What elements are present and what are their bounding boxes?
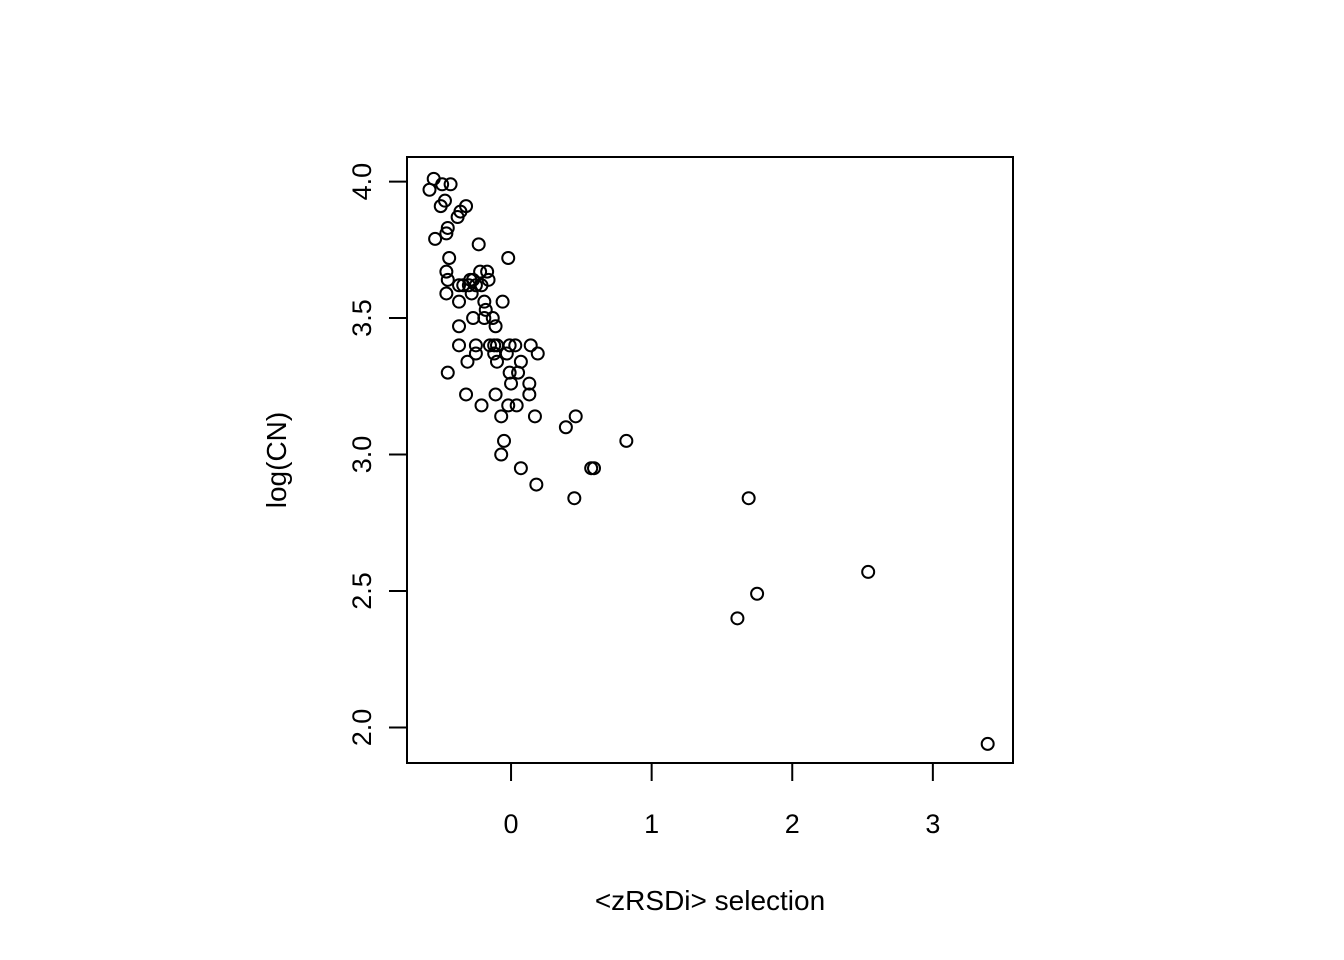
data-point (501, 251, 516, 265)
data-point (523, 338, 538, 353)
x-tick-label: 3 (925, 809, 940, 839)
data-point (499, 346, 514, 361)
data-point (477, 311, 492, 326)
x-axis: 0 1 2 3 (504, 762, 940, 839)
y-tick-label: 2.5 (347, 572, 377, 610)
x-tick-label: 2 (785, 809, 800, 839)
data-point (439, 286, 454, 301)
data-point (730, 611, 745, 626)
data-point (452, 294, 467, 309)
data-point (452, 278, 467, 293)
data-point (502, 338, 517, 353)
data-point (460, 354, 475, 369)
data-point (422, 182, 437, 197)
data-point (466, 311, 481, 326)
data-point (474, 278, 489, 293)
data-point (488, 387, 503, 402)
x-tick-label: 0 (504, 809, 519, 839)
data-point (522, 376, 537, 391)
data-point (478, 302, 493, 317)
data-point (473, 264, 488, 279)
data-point (568, 409, 583, 424)
data-point (558, 420, 573, 435)
data-point (522, 387, 537, 402)
y-tick-label: 4.0 (347, 163, 377, 201)
data-point (482, 338, 497, 353)
data-point (488, 319, 503, 334)
data-point (443, 177, 458, 192)
data-point (440, 272, 455, 287)
data-point (497, 433, 512, 448)
data-point (485, 311, 500, 326)
data-point (494, 447, 509, 462)
data-point (501, 398, 516, 413)
data-point (433, 199, 448, 214)
data-point (567, 491, 582, 506)
data-point (513, 461, 528, 476)
data-point (527, 409, 542, 424)
data-point (468, 338, 483, 353)
data-point (464, 286, 479, 301)
data-point (587, 461, 602, 476)
data-point (440, 365, 455, 380)
data-point (468, 278, 483, 293)
data-point (509, 398, 524, 413)
data-point (452, 338, 467, 353)
data-point (495, 294, 510, 309)
data-point (508, 338, 523, 353)
data-point (450, 210, 465, 225)
data-points (422, 171, 995, 751)
data-point (529, 477, 544, 492)
data-point (471, 237, 486, 252)
data-point (741, 491, 756, 506)
data-point (530, 346, 545, 361)
data-point (439, 264, 454, 279)
data-point (477, 294, 492, 309)
data-point (439, 226, 454, 241)
data-point (750, 586, 765, 601)
y-tick-label: 3.5 (347, 299, 377, 337)
data-point (480, 264, 495, 279)
data-point (440, 220, 455, 235)
data-point (619, 433, 634, 448)
x-axis-title: <zRSDi> selection (595, 885, 825, 916)
y-axis-title: log(CN) (261, 412, 292, 508)
data-point (435, 177, 450, 192)
y-tick-label: 2.0 (347, 709, 377, 747)
data-point (468, 346, 483, 361)
data-point (489, 354, 504, 369)
data-point (980, 736, 995, 751)
x-tick-label: 1 (644, 809, 659, 839)
data-point (494, 409, 509, 424)
data-point (428, 231, 443, 246)
data-point (459, 387, 474, 402)
y-tick-label: 3.0 (347, 436, 377, 474)
data-point (442, 251, 457, 265)
data-point (474, 398, 489, 413)
data-point (452, 319, 467, 334)
data-point (511, 365, 526, 380)
data-point (504, 376, 519, 391)
y-axis: 2.0 2.5 3.0 3.5 4.0 (347, 163, 408, 747)
data-point (861, 564, 876, 579)
